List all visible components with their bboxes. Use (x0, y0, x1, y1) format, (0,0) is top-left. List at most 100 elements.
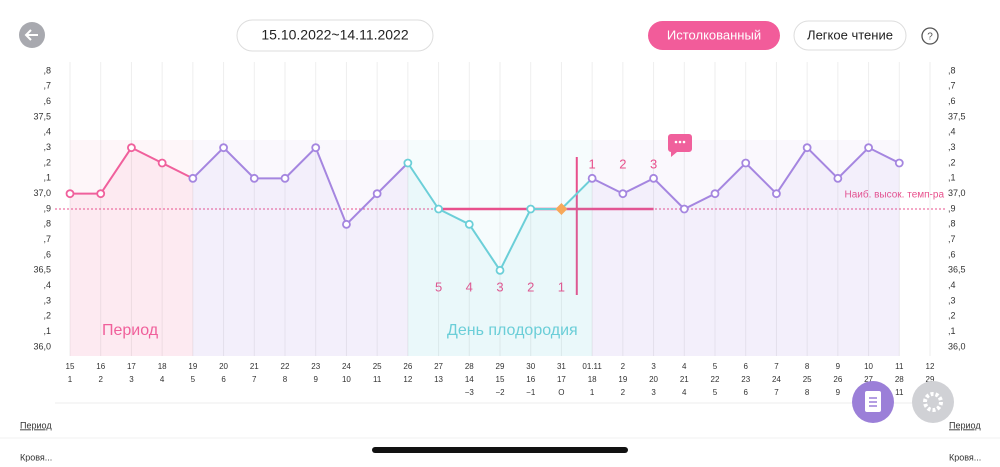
cycle-day: 14 (465, 375, 474, 384)
point (434, 204, 443, 214)
mode-active: Истолкованный (667, 27, 761, 42)
offset-day: −3 (465, 388, 475, 397)
offset-day: 1 (590, 388, 595, 397)
offset-day: 2 (621, 388, 626, 397)
x-tick-label: 6 (743, 362, 748, 371)
cycle-day: 11 (373, 375, 382, 384)
help: ? (927, 32, 933, 43)
area (592, 147, 900, 356)
x-tick-label: 20 (219, 362, 228, 371)
dot (678, 140, 682, 144)
settings-button[interactable] (912, 381, 954, 423)
y-tick-label: 36,0 (33, 341, 51, 351)
y-tick-label: ,8 (43, 65, 51, 75)
x-tick-label: 26 (403, 362, 412, 371)
x-tick-label: 23 (311, 362, 320, 371)
cycle-day: 25 (803, 375, 812, 384)
cycle-day: 13 (434, 375, 443, 384)
cycle-day: 22 (711, 375, 720, 384)
cycle-day: 9 (313, 375, 318, 384)
point (280, 173, 290, 183)
phase-band (592, 140, 900, 356)
y2-tick-label: ,1 (948, 326, 956, 336)
point (772, 189, 781, 199)
y2-tick-label: ,7 (948, 81, 956, 91)
y-tick-label: ,7 (43, 234, 51, 244)
cycle-day: 26 (833, 375, 842, 384)
x-tick-label: 22 (281, 362, 290, 371)
cycle-day: 21 (680, 375, 689, 384)
point (157, 158, 167, 168)
area (70, 147, 193, 356)
point (802, 143, 812, 153)
x-tick-label: 27 (434, 362, 443, 371)
cycle-day: 15 (496, 375, 505, 384)
help-button[interactable] (921, 27, 939, 45)
y-tick-label: ,4 (43, 127, 51, 137)
point (65, 189, 75, 199)
offset-day: −1 (526, 388, 536, 397)
y2-tick-label: 36,0 (948, 341, 966, 351)
row-label: Период (20, 420, 52, 430)
x-tick-label: 19 (188, 362, 197, 371)
y2-tick-label: 36,5 (948, 265, 966, 275)
mode-other-button[interactable] (793, 20, 907, 51)
y2-tick-label: ,8 (948, 219, 956, 229)
cycle-day: 1 (68, 375, 73, 384)
date-range: 15.10.2022~14.11.2022 (261, 27, 408, 43)
x-tick-label: 31 (557, 362, 566, 371)
x-tick-label: 11 (895, 362, 904, 371)
y2-tick-label: ,2 (948, 311, 956, 321)
point (219, 143, 228, 153)
ovulation-marker (555, 203, 568, 215)
offset-day: 9 (836, 388, 841, 397)
note-icon[interactable] (668, 134, 692, 157)
y-tick-label: ,6 (43, 96, 51, 106)
cycle-day: 23 (741, 375, 750, 384)
x-tick-label: 18 (158, 362, 167, 371)
x-tick-label: 10 (864, 362, 873, 371)
y-tick-label: ,4 (43, 280, 51, 290)
mode-active-button[interactable] (648, 21, 780, 50)
y-tick-label: ,3 (43, 142, 51, 152)
y-tick-label: ,2 (43, 157, 51, 167)
row-label: Кровя... (949, 452, 981, 462)
count-label: 1 (589, 156, 596, 171)
row-label: Кровя... (20, 452, 52, 462)
offset-day: 5 (713, 388, 718, 397)
point (710, 189, 720, 199)
y2-tick-label: 37,5 (948, 111, 966, 121)
line (192, 145, 409, 227)
phase-label: Период (102, 322, 159, 339)
x-tick-label: 01.11 (582, 362, 602, 371)
point (894, 158, 904, 168)
point (587, 173, 597, 183)
point (649, 173, 658, 183)
y2-tick-label: ,3 (948, 142, 956, 152)
y2-tick-label: ,7 (948, 234, 956, 244)
offset-day: 6 (743, 388, 748, 397)
date-pill[interactable] (236, 19, 434, 52)
x-tick-label: 5 (713, 362, 718, 371)
cycle-day: 20 (649, 375, 658, 384)
y2-tick-label: ,6 (948, 249, 956, 259)
cycle-day: 7 (252, 375, 257, 384)
y2-tick-label: ,4 (948, 127, 956, 137)
count-label: 2 (619, 156, 626, 171)
cycle-day: 10 (342, 375, 351, 384)
y-tick-label: 37,5 (33, 111, 51, 121)
point (495, 265, 505, 275)
point (311, 143, 321, 153)
cycle-day: 6 (221, 375, 226, 384)
area (407, 163, 593, 356)
y2-tick-label: ,1 (948, 173, 956, 183)
cycle-day: 4 (160, 375, 165, 384)
x-tick-label: 2 (621, 362, 626, 371)
y2-tick-label: ,8 (948, 65, 956, 75)
y2-tick-label: ,6 (948, 96, 956, 106)
offset-day: 7 (774, 388, 779, 397)
phase-band (407, 140, 593, 356)
x-tick-label: 7 (774, 362, 779, 371)
point (526, 204, 536, 214)
y-tick-label: 37,0 (33, 188, 51, 198)
